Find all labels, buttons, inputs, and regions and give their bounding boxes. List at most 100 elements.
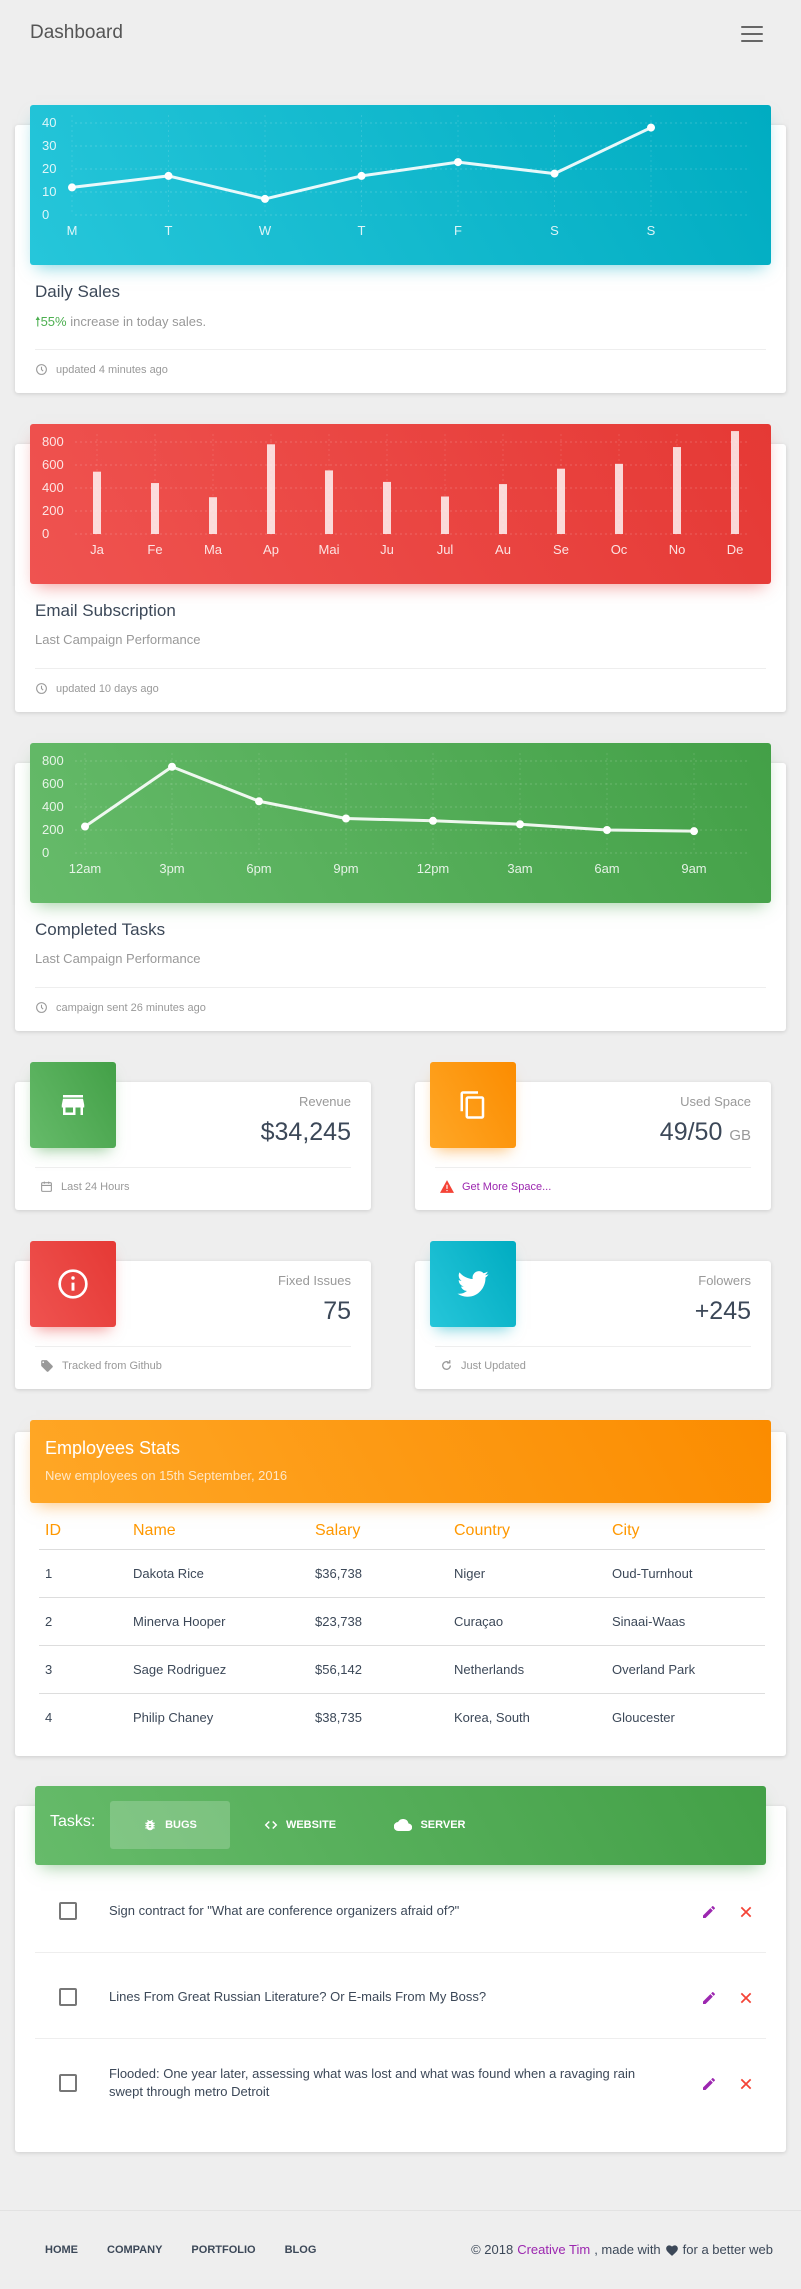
tab-bugs[interactable]: BUGS (110, 1801, 230, 1849)
menu-icon[interactable] (741, 26, 763, 42)
cell-city: Gloucester (612, 1709, 675, 1725)
y-tick-label: 400 (42, 799, 64, 814)
bar (441, 496, 449, 534)
cell-salary: $38,735 (315, 1709, 362, 1725)
x-tick-label: T (165, 223, 173, 238)
data-point (255, 797, 263, 806)
stat-value: 49/50 GB (659, 1118, 751, 1146)
tab-server[interactable]: SERVER (370, 1801, 490, 1849)
y-tick-label: 20 (42, 161, 56, 176)
table-row: 2 Minerva Hooper $23,738 Curaçao Sinaai-… (39, 1597, 765, 1646)
tasks-label: Tasks: (50, 1813, 96, 1830)
bar (615, 463, 623, 534)
y-tick-label: 10 (42, 184, 56, 199)
bar (325, 470, 333, 534)
task-checkbox[interactable] (59, 1902, 77, 1920)
cell-name: Minerva Hooper (127, 1597, 309, 1646)
daily-sales-desc: 🠕55% increase in today sales. (35, 314, 207, 329)
series-line (71, 126, 652, 201)
x-tick-label: Ma (204, 542, 223, 557)
refresh-icon (442, 1360, 451, 1370)
x-tick-label: M (67, 223, 78, 238)
completed-tasks-card: 0 200 400 600 800 12am 3pm 6pm 9pm 12pm 3am 6am 9am … (15, 743, 786, 1031)
footer-link-portfolio[interactable]: PORTFOLIO (191, 2244, 256, 2256)
x-tick-label: Mai (319, 542, 340, 557)
y-tick-label: 600 (42, 776, 64, 791)
bar (731, 431, 739, 534)
stat-category: Revenue (298, 1094, 351, 1109)
x-tick-label: 3pm (159, 861, 184, 876)
calendar-icon (41, 1181, 52, 1192)
x-tick-label: 6am (594, 861, 619, 876)
data-point (261, 194, 269, 203)
close-icon[interactable] (735, 1901, 757, 1923)
stat-category: Used Space (680, 1094, 751, 1109)
y-tick-label: 0 (42, 526, 49, 541)
edit-icon[interactable] (698, 1901, 720, 1923)
x-tick-label: Oc (611, 542, 628, 557)
completed-tasks-desc: Last Campaign Performance (35, 951, 201, 966)
cell-salary: $36,738 (309, 1549, 448, 1598)
task-row: Flooded: One year later, assessing what … (35, 2039, 766, 2125)
stat-value: 75 (323, 1297, 351, 1325)
cell-salary: $56,142 (309, 1645, 448, 1694)
task-text: Flooded: One year later, assessing what … (109, 2066, 636, 2099)
x-tick-label: Fe (147, 542, 162, 557)
x-tick-label: W (259, 223, 272, 238)
brand-link[interactable]: Creative Tim (517, 2242, 591, 2257)
cell-id: 3 (39, 1645, 127, 1694)
footer: HOME COMPANY PORTFOLIO BLOG © 2018 Creat… (0, 2210, 801, 2289)
store-icon (30, 1062, 116, 1148)
warning-icon (440, 1180, 454, 1193)
cell-city: Sinaai-Waas (606, 1597, 765, 1646)
table-row: 4 Philip Chaney $38,735 Korea, South Glo… (39, 1693, 765, 1741)
column-header: Salary (309, 1514, 448, 1550)
divider (35, 987, 766, 988)
bar (267, 444, 275, 534)
edit-icon[interactable] (698, 2073, 720, 2095)
column-header: Name (127, 1514, 309, 1550)
x-tick-label: 12pm (417, 861, 450, 876)
column-header: City (606, 1514, 765, 1550)
footer-link-home[interactable]: HOME (45, 2244, 78, 2256)
x-tick-label: S (550, 223, 559, 238)
stat-footer: Tracked from Github (40, 1359, 162, 1373)
footer-link-blog[interactable]: BLOG (284, 2244, 317, 2256)
cell-country: Netherlands (448, 1645, 606, 1694)
task-row: Sign contract for "What are conference o… (35, 1867, 766, 1953)
cell-name: Philip Chaney (133, 1709, 214, 1725)
x-tick-label: 9am (681, 861, 706, 876)
close-icon[interactable] (735, 1987, 757, 2009)
edit-icon[interactable] (698, 1987, 720, 2009)
x-tick-label: 6pm (246, 861, 271, 876)
tasks-header: Tasks: BUGS WEBSITE SERVER (35, 1786, 766, 1865)
employees-card: Employees Stats New employees on 15th Se… (15, 1420, 786, 1756)
x-tick-label: T (358, 223, 366, 238)
cell-id: 4 (45, 1709, 53, 1725)
x-tick-label: 3am (507, 861, 532, 876)
footer-link-company[interactable]: COMPANY (107, 2244, 163, 2256)
employees-subtitle: New employees on 15th September, 2016 (45, 1468, 288, 1483)
column-header: Country (448, 1514, 606, 1550)
cell-country: Korea, South (454, 1709, 530, 1725)
data-point (81, 822, 89, 831)
email-subscription-desc: Last Campaign Performance (35, 632, 201, 647)
task-checkbox[interactable] (59, 2074, 77, 2092)
get-more-space-link[interactable]: Get More Space... (462, 1180, 552, 1193)
y-tick-label: 0 (42, 207, 49, 222)
bar (151, 483, 159, 534)
bug-icon (145, 1819, 155, 1831)
tab-website[interactable]: WEBSITE (240, 1801, 360, 1849)
data-point (690, 827, 698, 836)
close-icon[interactable] (735, 2073, 757, 2095)
task-checkbox[interactable] (59, 1988, 77, 2006)
followers-card: Folowers +245 Just Updated (415, 1241, 771, 1389)
y-tick-label: 400 (42, 480, 64, 495)
x-tick-label: 9pm (333, 861, 358, 876)
x-tick-label: F (454, 223, 462, 238)
x-tick-label: Ap (263, 542, 279, 557)
daily-sales-footer: updated 4 minutes ago (35, 363, 168, 376)
cell-city: Oud-Turnhout (606, 1549, 765, 1598)
content-copy-icon (430, 1062, 516, 1148)
daily-sales-title: Daily Sales (35, 282, 121, 301)
